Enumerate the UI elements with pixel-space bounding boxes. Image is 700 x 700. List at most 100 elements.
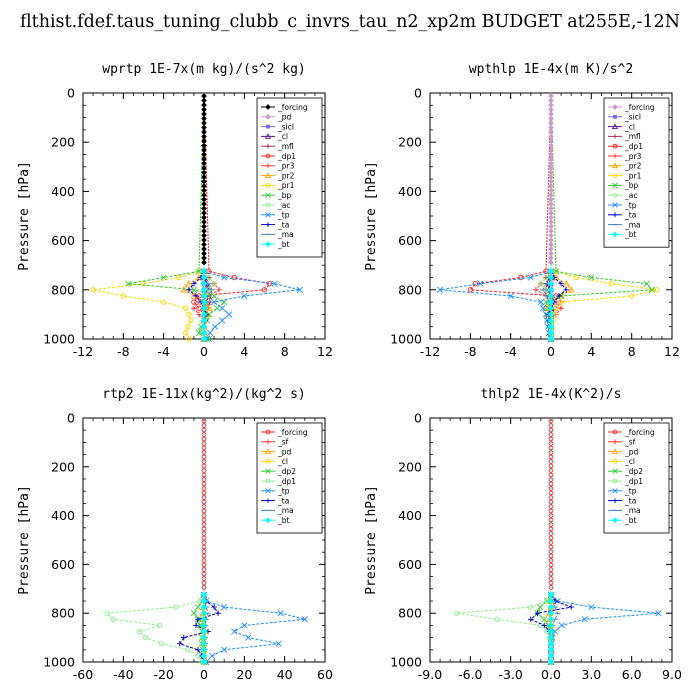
data-point (110, 616, 116, 622)
zero-column (201, 418, 207, 590)
data-point (537, 298, 545, 306)
data-point (205, 311, 213, 318)
y-tick-label: 200 (398, 459, 422, 474)
data-point (261, 287, 268, 293)
data-point (226, 311, 233, 318)
data-point (201, 432, 207, 437)
data-point (558, 305, 564, 312)
legend-marker (612, 212, 618, 218)
data-point (200, 603, 208, 611)
legend-marker (265, 202, 271, 208)
data-point (216, 287, 222, 293)
data-point (547, 292, 555, 300)
data-point (542, 311, 550, 318)
legend-marker (612, 231, 618, 238)
data-point (177, 640, 183, 647)
x-tick-label: -8 (117, 344, 130, 359)
data-point (648, 286, 655, 293)
data-point (568, 604, 574, 610)
legend-marker (612, 439, 618, 445)
data-point (158, 641, 165, 647)
legend-marker (265, 143, 271, 149)
data-point (548, 259, 554, 266)
data-point (201, 459, 207, 464)
data-point (541, 622, 548, 629)
x-tick-label: -60 (73, 667, 93, 682)
data-point (548, 495, 554, 500)
data-point (196, 622, 204, 629)
data-point (548, 544, 554, 550)
data-point (296, 286, 303, 293)
data-point (548, 522, 554, 527)
data-point (191, 280, 197, 287)
legend-label: _cl (624, 122, 635, 131)
data-point (548, 436, 554, 442)
legend-label: _bt (624, 230, 637, 239)
legend-label: _forcing (624, 428, 655, 437)
data-point (275, 640, 282, 647)
legend-marker (612, 459, 618, 464)
data-point (548, 463, 554, 469)
data-point (195, 268, 203, 275)
legend-label: _tp (277, 487, 290, 496)
y-tick-label: 400 (398, 184, 422, 199)
y-axis-label: Pressure [hPa] (364, 485, 379, 595)
y-tick-label: 800 (398, 606, 422, 621)
x-tick-label: 0 (547, 344, 555, 359)
y-tick-label: 400 (51, 508, 75, 523)
data-point (301, 616, 308, 623)
legend-marker (266, 124, 270, 129)
data-point (219, 317, 226, 324)
data-point (548, 468, 554, 473)
data-point (552, 268, 560, 275)
x-tick-label: 60 (317, 667, 333, 682)
legend-marker (265, 459, 271, 464)
data-point (193, 293, 199, 299)
legend-label: _pr1 (277, 181, 295, 190)
x-tick-label: 4 (587, 344, 595, 359)
y-tick-label: 0 (67, 86, 75, 101)
legend-label: _dp1 (277, 477, 296, 486)
data-point (200, 311, 208, 318)
data-point (190, 610, 198, 617)
data-point (201, 259, 207, 266)
legend-marker (612, 488, 618, 494)
legend-marker (612, 173, 618, 178)
legend-label: _ac (277, 201, 290, 210)
legend-label: _dp2 (624, 467, 643, 476)
data-point (201, 508, 207, 514)
data-point (494, 616, 500, 622)
data-point (221, 646, 228, 653)
data-point (201, 445, 207, 451)
legend-marker (265, 429, 271, 435)
zero-column (201, 93, 207, 266)
data-point (201, 526, 207, 532)
data-point (547, 616, 555, 623)
data-point (547, 335, 555, 343)
legend-label: _tp (277, 211, 290, 220)
data-point (547, 652, 555, 660)
data-point (548, 490, 554, 496)
x-tick-label: -3.0 (498, 667, 522, 682)
x-tick-label: 8 (281, 344, 289, 359)
legend-marker (612, 153, 618, 159)
legend-marker (265, 183, 271, 188)
data-point (201, 463, 207, 469)
legend-marker (612, 498, 618, 503)
data-point (547, 640, 555, 647)
y-tick-label: 800 (51, 606, 75, 621)
data-point (200, 286, 208, 294)
legend-label: _forcing (277, 103, 308, 112)
series-dp1 (104, 418, 207, 665)
y-tick-label: 600 (51, 233, 75, 248)
y-axis-label: Pressure [hPa] (364, 161, 379, 271)
data-point (548, 486, 554, 491)
x-tick-label: -40 (113, 667, 133, 682)
legend-marker (611, 162, 619, 169)
legend-marker (265, 104, 271, 110)
y-tick-label: 0 (414, 411, 422, 426)
series-line (545, 92, 552, 272)
legend-marker (265, 192, 271, 198)
legend-label: _sicl (277, 122, 294, 131)
legend-marker (264, 172, 272, 178)
